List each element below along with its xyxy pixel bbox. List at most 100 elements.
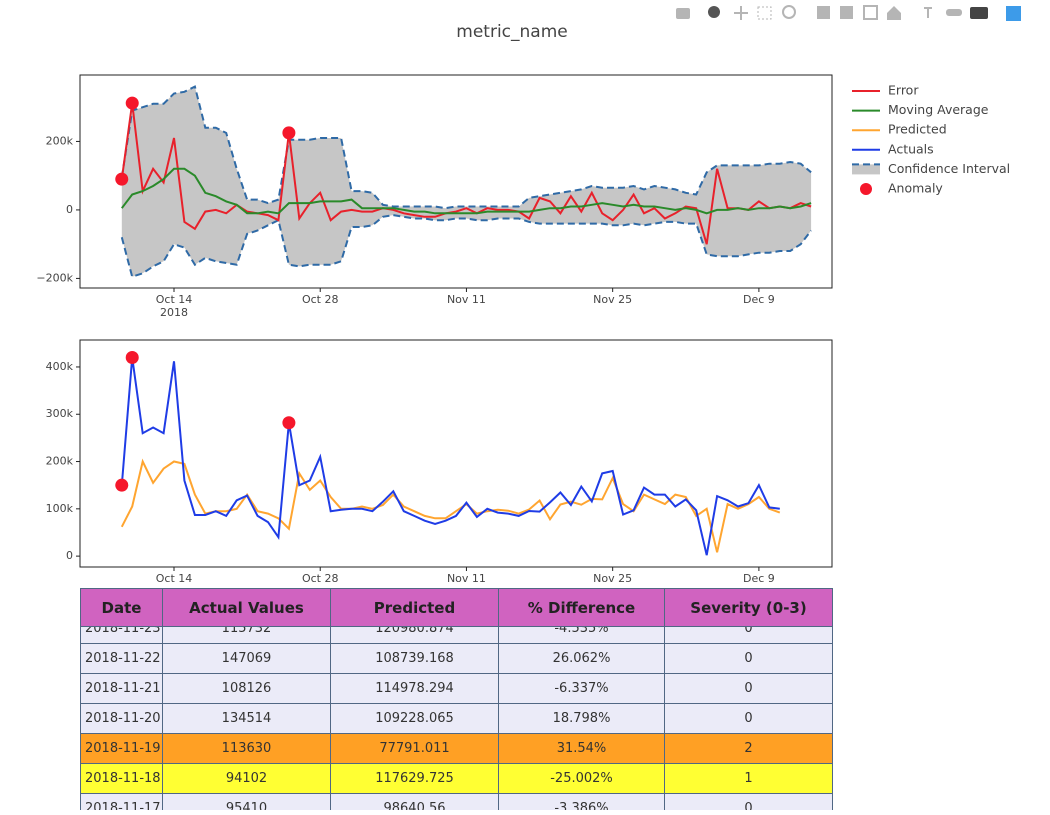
- table-cell: 134514: [162, 703, 331, 734]
- anomaly-point: [125, 96, 139, 110]
- x-tick-label: Oct 14 2018: [156, 293, 193, 319]
- y-tick-label: 200k: [46, 455, 74, 468]
- confidence-upper: [120, 85, 812, 210]
- table-cell: 26.062%: [498, 643, 665, 674]
- table-cell: 2018-11-18: [80, 763, 163, 794]
- plot-1: 0 100k 200k 300k 400k Oct 14 Oct 28 Nov 11 Nov 2…: [46, 339, 833, 585]
- line-series: [121, 167, 812, 215]
- pan-button[interactable]: [734, 6, 748, 20]
- y-tick-label: 100k: [46, 502, 74, 515]
- table-cell: -25.002%: [498, 763, 665, 794]
- table-cell: 120980.874: [330, 627, 499, 644]
- hover-compare-button[interactable]: [970, 7, 988, 19]
- y-tick-label: −200k: [36, 271, 73, 284]
- plot-0: −200k 0 200k Oct 14 2018 Oct 28 Nov 11 Nov 25 De…: [36, 74, 833, 319]
- table-row: 2018-11-23 115732 120980.874 -4.535% 0: [80, 627, 833, 644]
- table-cell: -4.535%: [498, 627, 665, 644]
- table-cell: 1: [664, 763, 833, 794]
- anomaly-point: [282, 416, 296, 430]
- table-cell: 0: [664, 673, 833, 704]
- line-series: [120, 357, 780, 556]
- header-row: Date Actual Values Predicted% Difference Se…: [80, 588, 833, 627]
- x-tick-label: Nov 11: [447, 572, 486, 585]
- table-cell: 2: [664, 733, 833, 764]
- x-tick-label: Nov 25: [593, 293, 632, 306]
- toolbar: [676, 5, 1021, 21]
- y-tick-label: 200k: [46, 134, 74, 147]
- legend-swatch: [852, 164, 880, 175]
- reset-button[interactable]: [887, 6, 901, 20]
- table-body-viewport[interactable]: 2018-11-23 115732 120980.874 -4.535% 0 2018-1…: [80, 627, 833, 810]
- anomaly-point: [125, 350, 139, 364]
- table-cell: 18.798%: [498, 703, 665, 734]
- column-header: Predicted: [330, 588, 499, 627]
- x-tick-label: Oct 28: [302, 293, 339, 306]
- plotly-logo[interactable]: [1006, 6, 1021, 21]
- table-row: 2018-11-19 113630 77791.011 31.54% 2: [80, 733, 833, 764]
- legend: Error Moving Average Predicted Actuals Confi…: [852, 83, 1010, 196]
- table-cell: 108126: [162, 673, 331, 704]
- table-cell: 2018-11-20: [80, 703, 163, 734]
- confidence-lower: [120, 214, 812, 278]
- autoscale-button[interactable]: [863, 5, 878, 20]
- table-cell: 113630: [162, 733, 331, 764]
- y-tick-label: 400k: [46, 360, 74, 373]
- table-cell: -3.386%: [498, 793, 665, 810]
- table-cell: 117629.725: [330, 763, 499, 794]
- data-table: Date Actual Values Predicted% Difference Se…: [80, 588, 833, 627]
- confidence-band: [121, 86, 812, 277]
- y-tick-label: 0: [66, 549, 73, 562]
- table-cell: 0: [664, 643, 833, 674]
- table-cell: 2018-11-17: [80, 793, 163, 810]
- table-cell: 77791.011: [330, 733, 499, 764]
- table-cell: 114978.294: [330, 673, 499, 704]
- table-cell: 95410: [162, 793, 331, 810]
- zoom-out-button[interactable]: [840, 6, 853, 19]
- x-tick-label: Nov 25: [593, 572, 632, 585]
- table-cell: 0: [664, 627, 833, 644]
- column-header: Severity (0-3): [664, 588, 833, 627]
- table-cell: 31.54%: [498, 733, 665, 764]
- plot-frame: [79, 74, 833, 289]
- table-cell: 0: [664, 703, 833, 734]
- legend-swatch: [860, 183, 872, 195]
- y-tick-label: 300k: [46, 407, 74, 420]
- anomaly-point: [115, 172, 129, 186]
- y-tick-label: 0: [66, 203, 73, 216]
- legend-label: Predicted: [888, 122, 947, 137]
- x-tick-label: Dec 9: [743, 572, 775, 585]
- column-header: % Difference: [498, 588, 665, 627]
- table-body: 2018-11-23 115732 120980.874 -4.535% 0 2018-1…: [80, 627, 833, 810]
- zoom-button[interactable]: [708, 6, 720, 18]
- x-tick-label: Oct 14: [156, 572, 193, 585]
- table-container: Date Actual Values Predicted% Difference Se…: [80, 588, 833, 810]
- camera-button[interactable]: [676, 8, 690, 19]
- figure: metric_name −200k 0 200k Oct 14 2018 Oct 28 No…: [36, 5, 1021, 585]
- column-header: Date: [80, 588, 163, 627]
- anomaly-point: [115, 478, 129, 492]
- table-row: 2018-11-22 147069 108739.168 26.062% 0: [80, 643, 833, 674]
- table-cell: 98640.56: [330, 793, 499, 810]
- table-cell: 109228.065: [330, 703, 499, 734]
- anomaly-point: [282, 126, 296, 140]
- box-select-button[interactable]: [757, 6, 772, 20]
- table-row: 2018-11-17 95410 98640.56 -3.386% 0: [80, 793, 833, 810]
- table-cell: 108739.168: [330, 643, 499, 674]
- legend-label: Anomaly: [888, 181, 943, 196]
- table-cell: 0: [664, 793, 833, 810]
- zoom-in-button[interactable]: [817, 6, 830, 19]
- lasso-button[interactable]: [782, 5, 796, 19]
- table-cell: 115732: [162, 627, 331, 644]
- legend-label: Confidence Interval: [888, 161, 1010, 176]
- hover-closest-button[interactable]: [946, 9, 962, 16]
- table-cell: 2018-11-19: [80, 733, 163, 764]
- legend-label: Actuals: [888, 141, 934, 156]
- line-series: [120, 458, 781, 553]
- spike-button[interactable]: [924, 7, 932, 18]
- table-row: 2018-11-21 108126 114978.294 -6.337% 0: [80, 673, 833, 704]
- x-tick-label: Dec 9: [743, 293, 775, 306]
- x-tick-label: Oct 28: [302, 572, 339, 585]
- table-cell: 2018-11-22: [80, 643, 163, 674]
- plot-frame: [79, 339, 833, 568]
